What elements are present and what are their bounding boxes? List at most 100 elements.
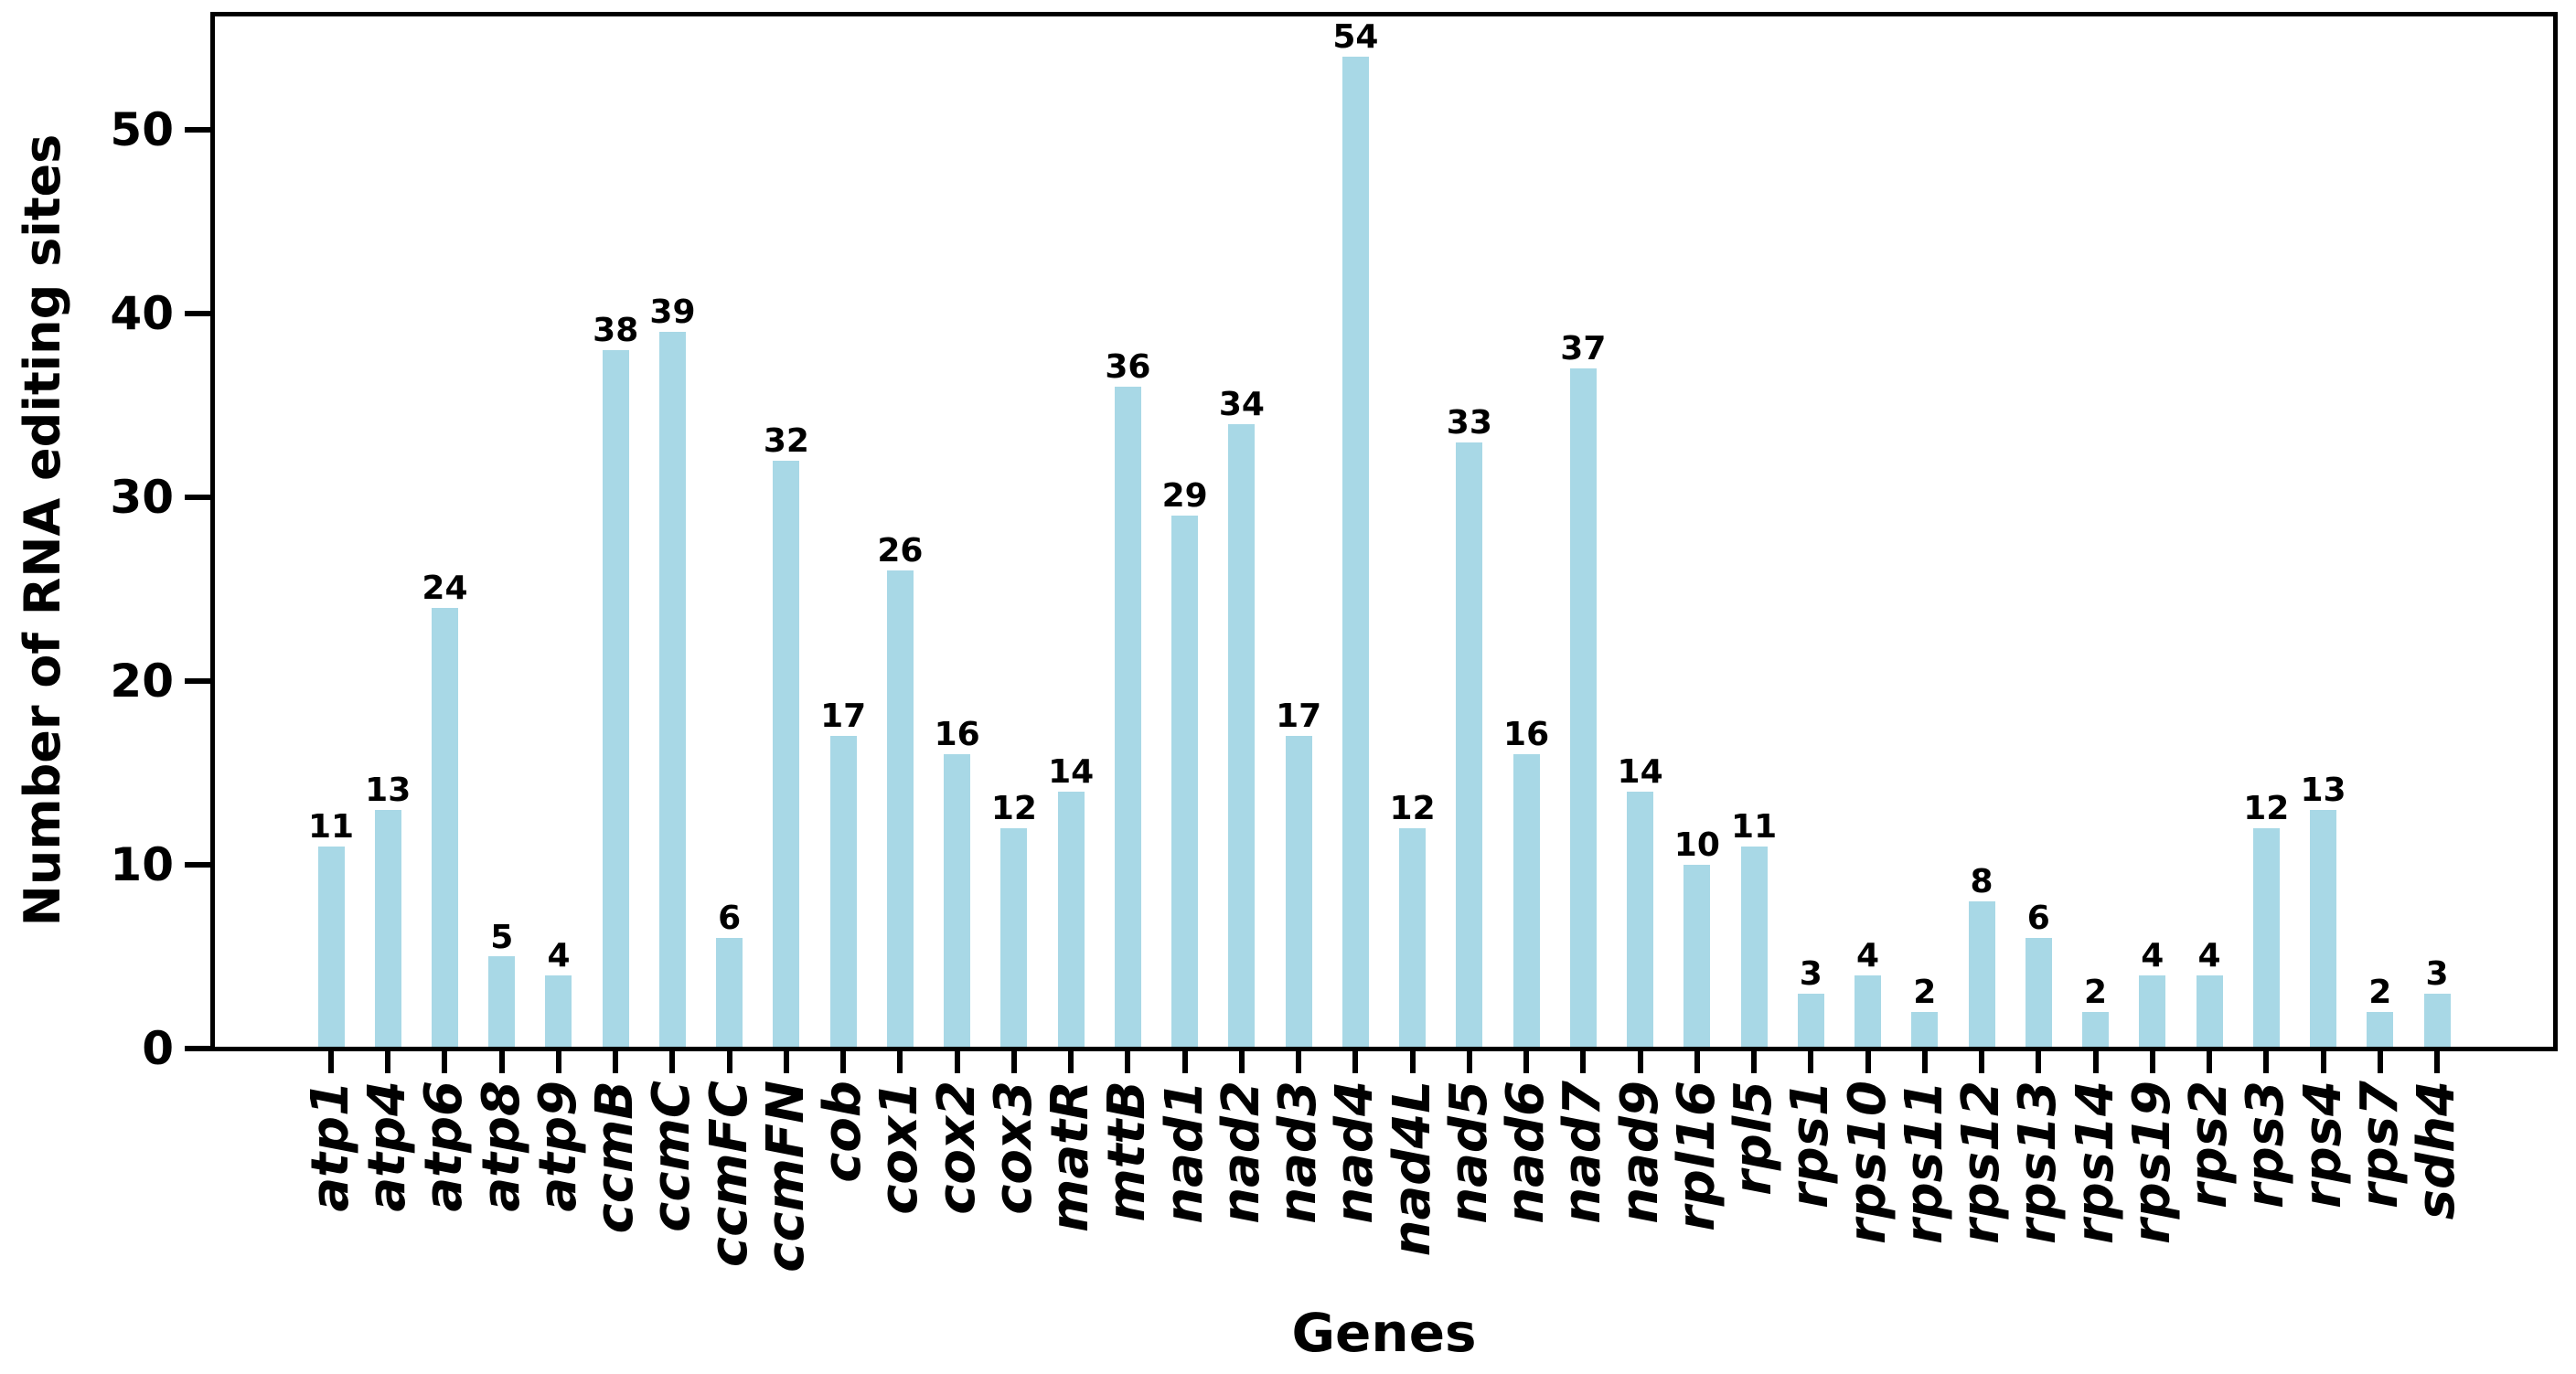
x-axis-tick <box>2092 1051 2099 1073</box>
x-axis-tick <box>2263 1051 2270 1073</box>
bar-value-label: 24 <box>422 569 468 607</box>
bar <box>2423 994 2451 1047</box>
x-axis-tick-label: rps11 <box>1894 1081 1954 1244</box>
bar-value-label: 16 <box>934 716 980 754</box>
x-axis-tick <box>1466 1051 1472 1073</box>
bar <box>1512 754 1540 1047</box>
bar-value-label: 2 <box>1913 973 1937 1011</box>
x-axis-tick <box>1637 1051 1643 1073</box>
x-axis-tick-label: rps4 <box>2293 1081 2353 1209</box>
x-axis-tick <box>442 1051 448 1073</box>
x-axis-tick-label: rps1 <box>1780 1081 1841 1209</box>
bar-value-label: 8 <box>1970 863 1993 901</box>
bar <box>2367 1012 2394 1047</box>
x-axis-tick-label: nad2 <box>1211 1081 1271 1224</box>
x-axis-tick-label: rpl16 <box>1666 1081 1726 1231</box>
x-axis-tick-label: nad3 <box>1268 1081 1329 1224</box>
x-axis-tick-label: rps2 <box>2179 1081 2239 1209</box>
bar <box>1740 847 1768 1047</box>
bar <box>1057 792 1085 1047</box>
x-axis-tick <box>1751 1051 1758 1073</box>
bar <box>1171 516 1199 1047</box>
x-axis-tick <box>669 1051 676 1073</box>
bar-value-label: 33 <box>1446 403 1492 442</box>
bar <box>1000 828 1028 1047</box>
y-axis-tick-label: 30 <box>110 471 174 524</box>
x-axis-tick-label: nad1 <box>1154 1081 1214 1224</box>
x-axis-tick <box>2149 1051 2155 1073</box>
bar <box>1399 828 1427 1047</box>
bar-value-label: 2 <box>2084 973 2108 1011</box>
y-axis-tick <box>185 862 210 868</box>
bar <box>716 938 743 1047</box>
x-axis-tick-label: rps19 <box>2122 1081 2182 1244</box>
y-axis-tick-label: 10 <box>110 838 174 891</box>
bar <box>2252 828 2280 1047</box>
x-axis-tick <box>1979 1051 1985 1073</box>
x-axis-tick <box>1068 1051 1074 1073</box>
bar-value-label: 2 <box>2368 973 2392 1011</box>
bar-value-label: 4 <box>547 936 571 975</box>
x-axis-tick <box>1125 1051 1131 1073</box>
x-axis-tick <box>1694 1051 1700 1073</box>
x-axis-tick <box>2434 1051 2440 1073</box>
x-axis-tick <box>1010 1051 1017 1073</box>
bar-value-label: 34 <box>1218 385 1265 423</box>
x-axis-tick-label: ccmB <box>585 1081 646 1234</box>
bar <box>317 847 345 1047</box>
bar-value-label: 29 <box>1161 477 1208 516</box>
x-axis-tick-label: nad6 <box>1496 1081 1556 1224</box>
x-axis-tick <box>1296 1051 1302 1073</box>
x-axis-tick <box>1352 1051 1359 1073</box>
bar <box>1569 368 1597 1047</box>
x-axis-tick-label: rps14 <box>2065 1081 2125 1244</box>
bar <box>1627 792 1654 1047</box>
x-axis-tick-label: ccmFN <box>755 1081 816 1273</box>
bar-value-label: 37 <box>1560 330 1607 368</box>
x-axis-tick <box>1409 1051 1416 1073</box>
x-axis-tick <box>1808 1051 1814 1073</box>
y-axis-title: Number of RNA editing sites <box>14 133 71 927</box>
x-axis-tick <box>1523 1051 1530 1073</box>
bar-value-label: 4 <box>2141 936 2164 975</box>
x-axis-tick <box>1865 1051 1871 1073</box>
bar-value-label: 11 <box>1731 807 1778 846</box>
x-axis-tick-label: atp4 <box>358 1081 418 1212</box>
x-axis-tick <box>726 1051 732 1073</box>
bar <box>773 461 800 1047</box>
y-axis-tick <box>185 495 210 500</box>
bar <box>2025 938 2052 1047</box>
x-axis-tick <box>385 1051 391 1073</box>
bar-value-label: 32 <box>763 421 809 460</box>
x-axis-tick-label: nad7 <box>1553 1081 1613 1224</box>
bar <box>488 956 516 1047</box>
bar <box>1228 424 1256 1047</box>
bar <box>431 608 458 1047</box>
x-axis-tick-label: cox2 <box>926 1081 987 1215</box>
x-axis-tick-label: nad4 <box>1325 1081 1385 1224</box>
x-axis-tick-label: mttB <box>1097 1081 1158 1222</box>
bar-value-label: 11 <box>307 807 355 846</box>
x-axis-tick-label: rps13 <box>2008 1081 2068 1244</box>
bar-value-label: 17 <box>1276 698 1322 736</box>
bar <box>1683 865 1711 1047</box>
x-axis-tick-label: atp9 <box>528 1081 588 1212</box>
x-axis-tick-label: rps12 <box>1951 1081 2012 1244</box>
x-axis-tick <box>2377 1051 2383 1073</box>
x-axis-tick-label: cob <box>813 1081 873 1183</box>
bar-value-label: 17 <box>820 698 867 736</box>
x-axis-tick-label: atp1 <box>301 1081 360 1212</box>
x-axis-tick <box>613 1051 619 1073</box>
y-axis-tick <box>185 1046 210 1051</box>
x-axis-tick-label: nad4L <box>1382 1081 1442 1257</box>
bar-value-label: 12 <box>990 789 1037 827</box>
x-axis-tick <box>954 1051 960 1073</box>
bar <box>2310 810 2336 1047</box>
x-axis-tick-label: rps10 <box>1837 1081 1897 1244</box>
x-axis-tick-label: ccmFC <box>699 1081 759 1268</box>
bar-value-label: 38 <box>593 312 639 350</box>
y-axis-tick-label: 20 <box>110 655 174 708</box>
x-axis-tick-label: rpl5 <box>1724 1081 1784 1196</box>
x-axis-tick <box>1238 1051 1245 1073</box>
x-axis-tick <box>1921 1051 1928 1073</box>
